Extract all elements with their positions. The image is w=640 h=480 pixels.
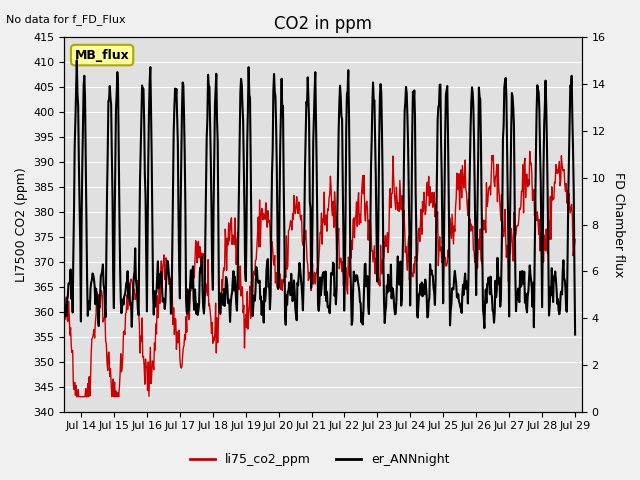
Y-axis label: FD Chamber flux: FD Chamber flux xyxy=(612,172,625,277)
Text: MB_flux: MB_flux xyxy=(75,48,129,61)
Y-axis label: LI7500 CO2 (ppm): LI7500 CO2 (ppm) xyxy=(15,167,28,282)
Text: No data for f_FD_Flux: No data for f_FD_Flux xyxy=(6,14,126,25)
Title: CO2 in ppm: CO2 in ppm xyxy=(274,15,372,33)
Legend: li75_co2_ppm, er_ANNnight: li75_co2_ppm, er_ANNnight xyxy=(186,448,454,471)
